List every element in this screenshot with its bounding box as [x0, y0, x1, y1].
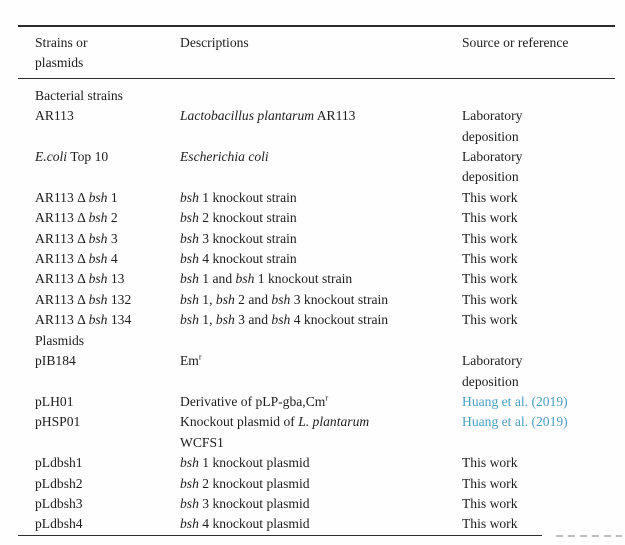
strains-plasmids-table: Strains or plasmids Descriptions Source …	[18, 25, 615, 535]
table-row: AR113 Δ bsh 134 bsh 1, bsh 3 and bsh 4 kn…	[18, 310, 615, 330]
section-label: Plasmids	[35, 332, 85, 348]
source-text: Laboratory deposition	[462, 108, 523, 144]
header-strains-or-plasmids: Strains or plasmids	[18, 33, 180, 74]
strain-description: bsh 1 knockout strain	[180, 189, 297, 205]
strain-name: AR113 Δ bsh 13	[35, 271, 125, 287]
strain-description: bsh 1 knockout plasmid	[180, 455, 310, 471]
strain-name: pLdbsh3	[35, 495, 83, 511]
source-text: Laboratory deposition	[462, 353, 523, 389]
reference-link[interactable]: Huang et al. (2019)	[462, 414, 568, 430]
section-row: Bacterial strains	[18, 86, 615, 106]
table-row: pLdbsh3 bsh 3 knockout plasmid This work	[18, 494, 615, 514]
strain-description: bsh 3 knockout plasmid	[180, 495, 310, 511]
table-row: AR113 Δ bsh 2 bsh 2 knockout strain This w…	[18, 208, 615, 228]
strain-name: pLH01	[35, 393, 74, 409]
strain-name: pLdbsh1	[35, 455, 83, 471]
strain-description: Derivative of pLP-gba,Cmr	[180, 392, 329, 409]
strain-description: Escherichia coli	[180, 149, 269, 165]
section-row: Plasmids	[18, 331, 615, 351]
strain-name: pLdbsh2	[35, 475, 83, 491]
table-row: E.coli Top 10 Escherichia coli Laboratory d…	[18, 147, 615, 188]
strain-name: AR113 Δ bsh 2	[35, 210, 118, 226]
source-text: This work	[462, 189, 518, 205]
source-text: This work	[462, 312, 518, 328]
table-row: AR113 Lactobacillus plantarum AR113 Labora…	[18, 106, 615, 147]
strain-name: AR113 Δ bsh 1	[35, 189, 118, 205]
header-line: Strains or	[35, 35, 88, 50]
table-row: pLdbsh1 bsh 1 knockout plasmid This work	[18, 453, 615, 473]
source-text: Laboratory deposition	[462, 149, 523, 185]
source-text: This work	[462, 455, 518, 471]
strain-description: bsh 1 and bsh 1 knockout strain	[180, 271, 353, 287]
header-line: plasmids	[35, 55, 84, 71]
header-source-or-reference: Source or reference	[462, 35, 569, 50]
table-row: pLdbsh2 bsh 2 knockout plasmid This work	[18, 474, 615, 494]
table-header: Strains or plasmids Descriptions Source …	[18, 27, 615, 79]
table-row: AR113 Δ bsh 132 bsh 1, bsh 2 and bsh 3 kn…	[18, 290, 615, 310]
cropped-watermark-dashes	[556, 535, 622, 537]
table-row: pLdbsh4 bsh 4 knockout plasmid This work	[18, 514, 615, 534]
source-text: This work	[462, 271, 518, 287]
strain-name: E.coli Top 10	[35, 149, 109, 165]
table-row: AR113 Δ bsh 13 bsh 1 and bsh 1 knockout s…	[18, 269, 615, 289]
header-descriptions: Descriptions	[180, 35, 249, 50]
strain-name: AR113 Δ bsh 134	[35, 312, 132, 328]
strain-description: bsh 1, bsh 2 and bsh 3 knockout strain	[180, 291, 389, 307]
table-body: Bacterial strains AR113 Lactobacillus plan…	[18, 79, 615, 535]
source-text: This work	[462, 516, 518, 532]
source-text: This work	[462, 230, 518, 246]
strain-name: AR113 Δ bsh 3	[35, 230, 118, 246]
strain-description: bsh 2 knockout plasmid	[180, 475, 310, 491]
strain-description: bsh 2 knockout strain	[180, 210, 297, 226]
strain-name: pHSP01	[35, 414, 81, 430]
table-row: pHSP01 Knockout plasmid of L. plantarum WC…	[18, 412, 615, 453]
strain-description: bsh 4 knockout strain	[180, 251, 297, 267]
reference-link[interactable]: Huang et al. (2019)	[462, 393, 568, 409]
table-row: pLH01 Derivative of pLP-gba,Cmr Huang et a…	[18, 392, 615, 412]
strain-description: Knockout plasmid of L. plantarum WCFS1	[180, 414, 370, 450]
strain-name: AR113	[35, 108, 74, 124]
table-row: pIB184 Emr Laboratory deposition	[18, 351, 615, 392]
strain-description: Emr	[180, 351, 202, 369]
source-text: This work	[462, 210, 518, 226]
strain-name: pLdbsh4	[35, 516, 83, 532]
strain-name: pIB184	[35, 353, 76, 369]
strain-name: AR113 Δ bsh 4	[35, 251, 118, 267]
section-label: Bacterial strains	[35, 87, 123, 103]
strain-description: bsh 1, bsh 3 and bsh 4 knockout strain	[180, 312, 389, 328]
table-bottom-rule	[18, 535, 542, 536]
table-row: AR113 Δ bsh 4 bsh 4 knockout strain This w…	[18, 249, 615, 269]
source-text: This work	[462, 251, 518, 267]
strain-description: bsh 3 knockout strain	[180, 230, 297, 246]
strain-name: AR113 Δ bsh 132	[35, 291, 132, 307]
source-text: This work	[462, 475, 518, 491]
source-text: This work	[462, 495, 518, 511]
strain-description: bsh 4 knockout plasmid	[180, 516, 310, 532]
table-row: AR113 Δ bsh 1 bsh 1 knockout strain This w…	[18, 188, 615, 208]
table-row: AR113 Δ bsh 3 bsh 3 knockout strain This w…	[18, 229, 615, 249]
source-text: This work	[462, 291, 518, 307]
strain-description: Lactobacillus plantarum AR113	[180, 108, 356, 124]
